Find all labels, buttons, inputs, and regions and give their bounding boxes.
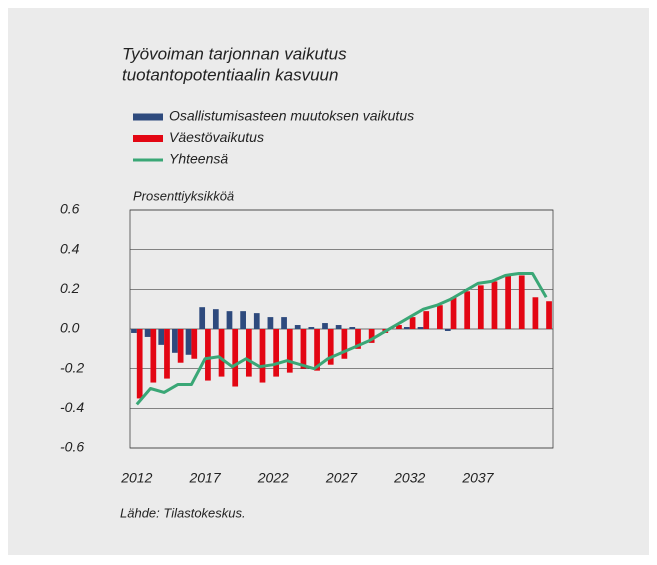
line: [135, 271, 548, 406]
bar: [341, 329, 348, 359]
bar: [164, 329, 170, 379]
y-tick-label: 0.0: [60, 320, 80, 336]
bar: [322, 323, 328, 329]
bar: [232, 329, 239, 387]
y-tick-label: 0.6: [60, 201, 80, 217]
chart-title: tuotantopotentiaalin kasvuun: [122, 65, 338, 84]
bar: [158, 329, 165, 345]
bar: [437, 305, 443, 329]
bar: [444, 329, 451, 331]
y-tick-label: -0.4: [60, 399, 84, 415]
bar: [355, 329, 361, 349]
bar: [349, 327, 356, 329]
bar: [240, 311, 246, 329]
bar: [518, 275, 525, 329]
bar: [532, 297, 539, 329]
y-tick-label: -0.2: [60, 359, 84, 375]
bar: [314, 329, 320, 371]
bar: [403, 327, 410, 329]
bar: [308, 327, 315, 329]
bar: [144, 329, 151, 337]
bar: [450, 297, 457, 329]
bar: [409, 317, 416, 329]
bar: [226, 311, 233, 329]
bar: [245, 329, 252, 377]
bar: [423, 311, 430, 329]
bar: [267, 317, 274, 329]
y-tick-label: 0.4: [60, 240, 80, 256]
bar: [327, 329, 334, 365]
x-tick-label: 2022: [257, 470, 289, 486]
bar: [491, 281, 498, 329]
x-tick-label: 2032: [393, 470, 425, 486]
chart-title: Työvoiman tarjonnan vaikutus: [122, 44, 347, 63]
x-tick-label: 2017: [188, 470, 221, 486]
bar: [273, 329, 280, 377]
bar: [136, 329, 143, 399]
bar: [294, 325, 301, 329]
legend-swatch: [133, 135, 163, 142]
bar: [464, 291, 471, 329]
bar: [177, 329, 184, 363]
bar: [417, 327, 424, 329]
panel: [8, 8, 649, 555]
bar: [172, 329, 178, 353]
bar: [199, 307, 206, 329]
y-tick-label: -0.6: [60, 439, 84, 455]
legend-label: Osallistumisasteen muutoksen vaikutus: [169, 108, 414, 124]
y-tick-label: 0.2: [60, 280, 80, 296]
bar: [505, 275, 511, 329]
bar: [185, 329, 192, 355]
x-tick-label: 2037: [461, 470, 494, 486]
plot-frame: [129, 209, 554, 449]
bar: [191, 329, 198, 359]
bar: [335, 325, 342, 329]
source: Lähde: Tilastokeskus.: [120, 505, 246, 520]
bar: [477, 285, 484, 329]
bar: [218, 329, 225, 377]
bar: [259, 329, 266, 383]
x-tick-label: 2012: [120, 470, 152, 486]
legend-label: Yhteensä: [169, 151, 228, 167]
bar: [150, 329, 157, 383]
legend-swatch: [133, 113, 163, 121]
bar: [300, 329, 307, 369]
bar: [286, 329, 293, 373]
bar: [205, 329, 211, 381]
bar: [368, 329, 375, 343]
x-tick-label: 2027: [325, 470, 358, 486]
bar: [131, 329, 137, 333]
legend-label: Väestövaikutus: [169, 129, 264, 145]
bar: [281, 317, 287, 329]
y-axis-label: Prosenttiyksikköä: [133, 188, 234, 203]
bar: [396, 325, 402, 329]
bar: [546, 301, 552, 329]
bar: [253, 313, 260, 329]
bar: [212, 309, 219, 329]
